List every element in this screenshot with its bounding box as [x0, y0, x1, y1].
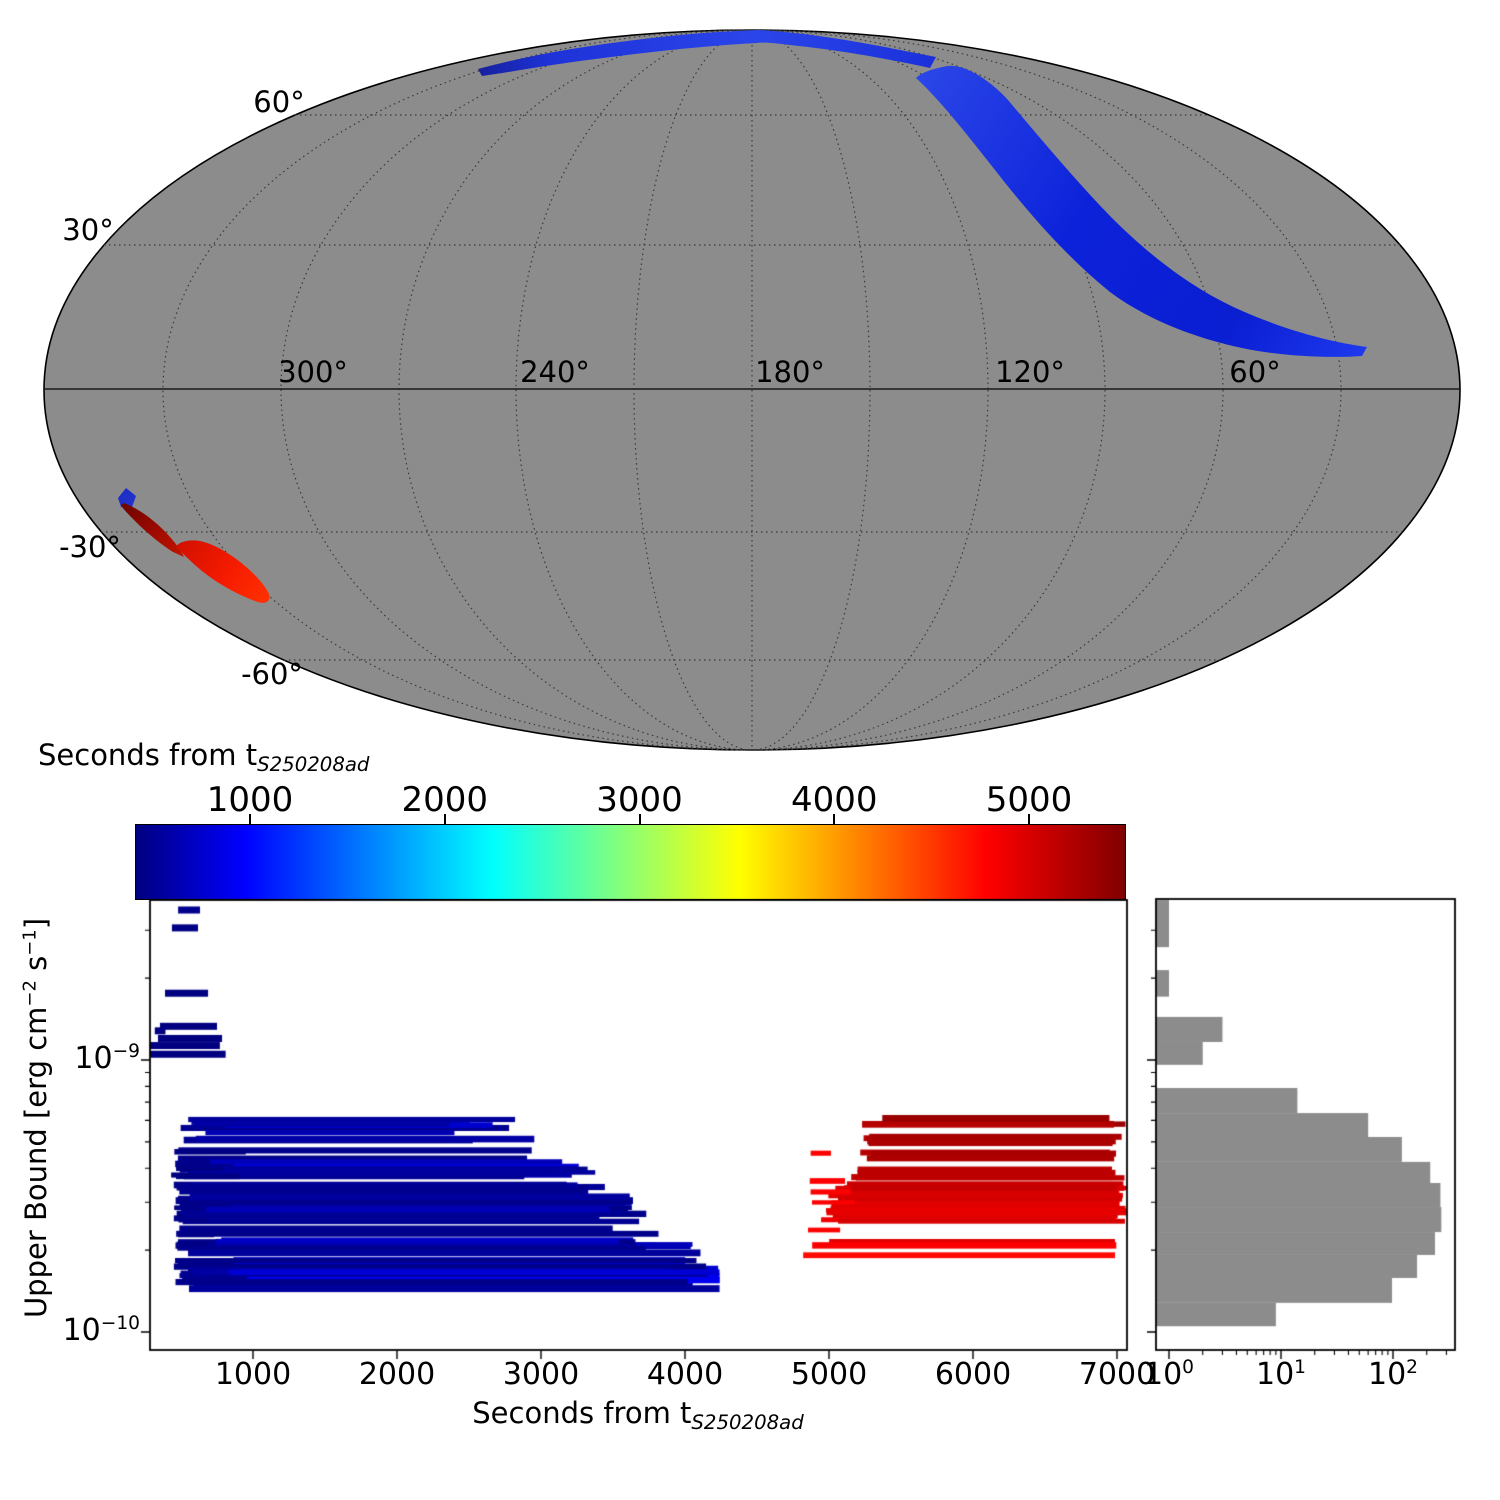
y-axis-label-part: −1 [19, 929, 41, 956]
main-x-tick-label: 6000 [934, 1357, 1012, 1392]
histogram-x-tick-label: 101 [1256, 1357, 1306, 1392]
main-x-tick-label: 4000 [646, 1357, 724, 1392]
north-band-east-patch [757, 30, 936, 68]
colorbar-tick-mark [249, 814, 251, 824]
hist-tick-base: 10 [1367, 1357, 1407, 1392]
south-dark-red-patch [121, 503, 184, 557]
sky-map: 60° 30° -30° -60° 300° 240° 180° 120° 60° [43, 29, 1461, 751]
x-label-text: Seconds from t [472, 1396, 692, 1430]
histogram-x-tick-label: 100 [1144, 1357, 1194, 1392]
colorbar-tick-label: 2000 [401, 780, 489, 820]
count-histogram-plot [1144, 887, 1467, 1362]
sky-map-labels: 60° 30° -30° -60° 300° 240° 180° 120° 60° [59, 85, 1281, 691]
colorbar-title: Seconds from tS250208ad [38, 738, 369, 776]
colorbar-tick-label: 4000 [790, 780, 878, 820]
sky-map-localization-patches [118, 30, 1367, 603]
main-x-axis-label: Seconds from tS250208ad [472, 1396, 803, 1434]
y-axis-label-part: s [19, 955, 53, 981]
lon-label: 60° [1229, 355, 1280, 389]
main-x-tick-label: 5000 [790, 1357, 868, 1392]
main-y-tick-label: 10−9 [0, 1041, 140, 1076]
lat-label: 60° [253, 85, 304, 119]
colorbar-tick-label: 1000 [206, 780, 294, 820]
sky-map-graticule [101, 29, 1403, 751]
main-x-tick-label: 1000 [214, 1357, 292, 1392]
lon-label: 120° [995, 355, 1065, 389]
hist-tick-base: 10 [1255, 1357, 1295, 1392]
lat-label: -60° [241, 657, 303, 691]
main-x-tick-label: 3000 [502, 1357, 580, 1392]
y-tick-base: 10 [62, 1312, 101, 1348]
colorbar-tick-label: 3000 [596, 780, 683, 820]
y-tick-base: 10 [74, 1040, 113, 1076]
hist-tick-exponent: 2 [1406, 1357, 1419, 1378]
colorbar-tick-mark [638, 814, 641, 824]
y-tick-exponent: −9 [112, 1040, 140, 1062]
south-bright-red-patch [176, 540, 270, 603]
lon-label: 300° [278, 355, 348, 389]
colorbar [135, 824, 1126, 900]
y-axis-label-part: Upper Bound [erg cm [19, 1006, 53, 1319]
colorbar-title-subscript: S250208ad [257, 752, 370, 776]
x-label-subscript: S250208ad [691, 1410, 804, 1434]
colorbar-tick-mark [833, 814, 836, 824]
lon-label: 180° [755, 355, 825, 389]
histogram-x-tick-label: 102 [1368, 1357, 1418, 1392]
lon-label: 240° [520, 355, 590, 389]
lat-label: -30° [59, 530, 121, 564]
y-tick-exponent: −10 [100, 1312, 140, 1334]
north-band-west-patch [478, 30, 757, 76]
hist-tick-exponent: 1 [1294, 1357, 1307, 1378]
y-axis-label-part: ] [19, 917, 53, 930]
main-x-tick-label: 7000 [1078, 1357, 1156, 1392]
colorbar-title-text: Seconds from t [38, 738, 258, 772]
colorbar-tick-mark [1028, 814, 1030, 824]
hist-tick-exponent: 0 [1182, 1357, 1195, 1378]
hist-tick-base: 10 [1143, 1357, 1183, 1392]
colorbar-tick-mark [443, 814, 446, 824]
main-y-axis-label: Upper Bound [erg cm−2 s−1] [19, 918, 53, 1318]
y-axis-label-part: −2 [19, 980, 41, 1007]
diagonal-streak-patch [916, 65, 1367, 357]
colorbar-tick-label: 5000 [985, 780, 1073, 820]
main-y-tick-label: 10−10 [0, 1313, 140, 1348]
main-x-tick-label: 2000 [358, 1357, 436, 1392]
lat-label: 30° [62, 213, 113, 247]
upper-bound-segments-plot [138, 888, 1139, 1362]
